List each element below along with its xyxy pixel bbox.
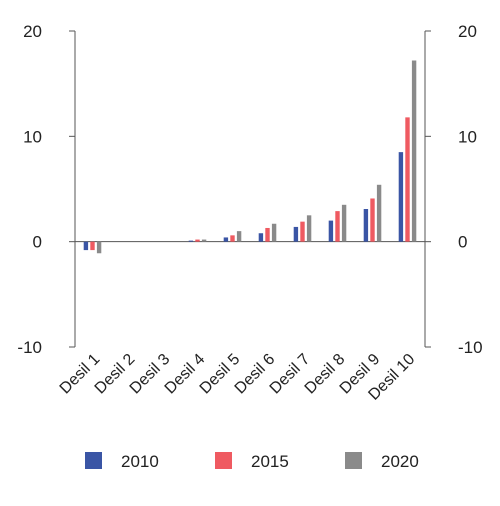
bar-2015-6: [265, 227, 270, 242]
bar-2020-6: [271, 223, 277, 242]
bar-2015-1: [90, 241, 95, 251]
bar-2015-10: [405, 117, 410, 242]
y-tick-labels: 20 20 10 10 0 0 -10 -10: [17, 22, 482, 357]
legend-swatch-2015: [215, 452, 232, 469]
bar-2010-6: [258, 233, 264, 242]
bar-2010-9: [363, 209, 369, 242]
bar-2015-8: [335, 211, 340, 242]
bar-2010-1: [83, 241, 89, 251]
bar-2020-5: [236, 231, 242, 242]
legend-label: 2020: [381, 452, 419, 471]
bar-2020-8: [341, 204, 347, 242]
left-y-tick-label: 20: [23, 22, 42, 41]
bar-2015-4: [195, 239, 200, 242]
bar-2020-7: [306, 215, 312, 242]
axes: [69, 30, 431, 348]
legend-swatch-2010: [85, 452, 102, 469]
bar-2010-5: [223, 237, 229, 242]
legend: 2010 2015 2020: [85, 452, 419, 471]
right-y-tick-label: 20: [458, 22, 477, 41]
bar-2010-4: [188, 240, 194, 242]
legend-label: 2010: [121, 452, 159, 471]
right-y-tick-label: 0: [458, 233, 467, 252]
left-y-tick-label: -10: [17, 338, 42, 357]
legend-swatch-2020: [345, 452, 362, 469]
left-y-tick-label: 0: [33, 233, 42, 252]
bar-2020-10: [411, 60, 417, 242]
legend-label: 2015: [251, 452, 289, 471]
bar-2015-9: [370, 198, 375, 242]
right-y-tick-label: -10: [458, 338, 483, 357]
bar-2010-10: [398, 152, 404, 242]
bars: [83, 60, 417, 254]
left-y-tick-label: 10: [23, 127, 42, 146]
bar-2010-7: [293, 226, 299, 242]
bar-2015-5: [230, 235, 235, 242]
right-y-tick-label: 10: [458, 127, 477, 146]
bar-2015-7: [300, 221, 305, 242]
bar-2020-4: [201, 239, 207, 242]
bar-2010-8: [328, 220, 334, 242]
bar-2020-1: [96, 241, 102, 254]
bar-2020-9: [376, 184, 382, 242]
